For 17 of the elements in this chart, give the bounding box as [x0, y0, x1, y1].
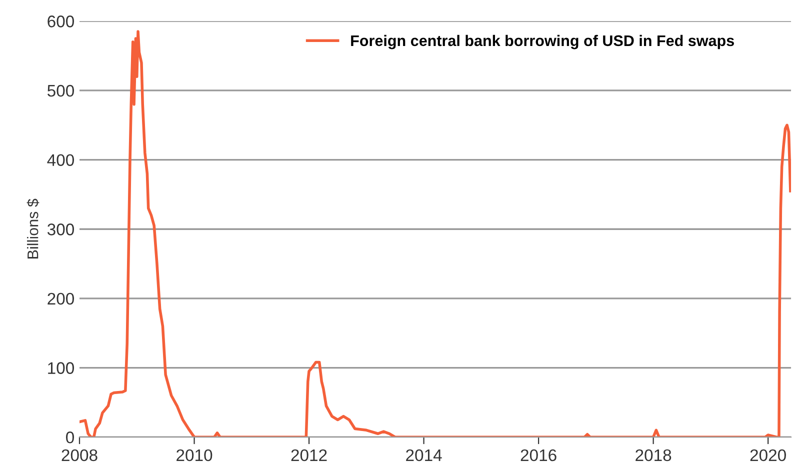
y-tick-label: 200 — [48, 292, 74, 305]
x-tick-label: 2012 — [291, 449, 327, 462]
x-tick-label: 2016 — [520, 449, 556, 462]
x-tick-label: 2020 — [750, 449, 786, 462]
y-tick-label: 100 — [48, 362, 74, 374]
line-series — [80, 30, 792, 438]
x-tick-label: 2008 — [62, 449, 98, 462]
legend-label: Foreign central bank borrowing of USD in Fed swaps — [351, 34, 734, 50]
y-tick-label: 400 — [47, 154, 74, 166]
x-tick-label: 2018 — [636, 449, 672, 462]
x-tick-label: 2014 — [406, 449, 442, 462]
y-tick-label: 500 — [48, 84, 74, 97]
x-tick-label: 2010 — [176, 449, 212, 462]
y-tick-label: 0 — [66, 432, 74, 444]
y-axis-title: Billions $ — [26, 198, 40, 258]
y-tick-label: 300 — [47, 224, 74, 236]
y-tick-label: 600 — [48, 16, 74, 28]
